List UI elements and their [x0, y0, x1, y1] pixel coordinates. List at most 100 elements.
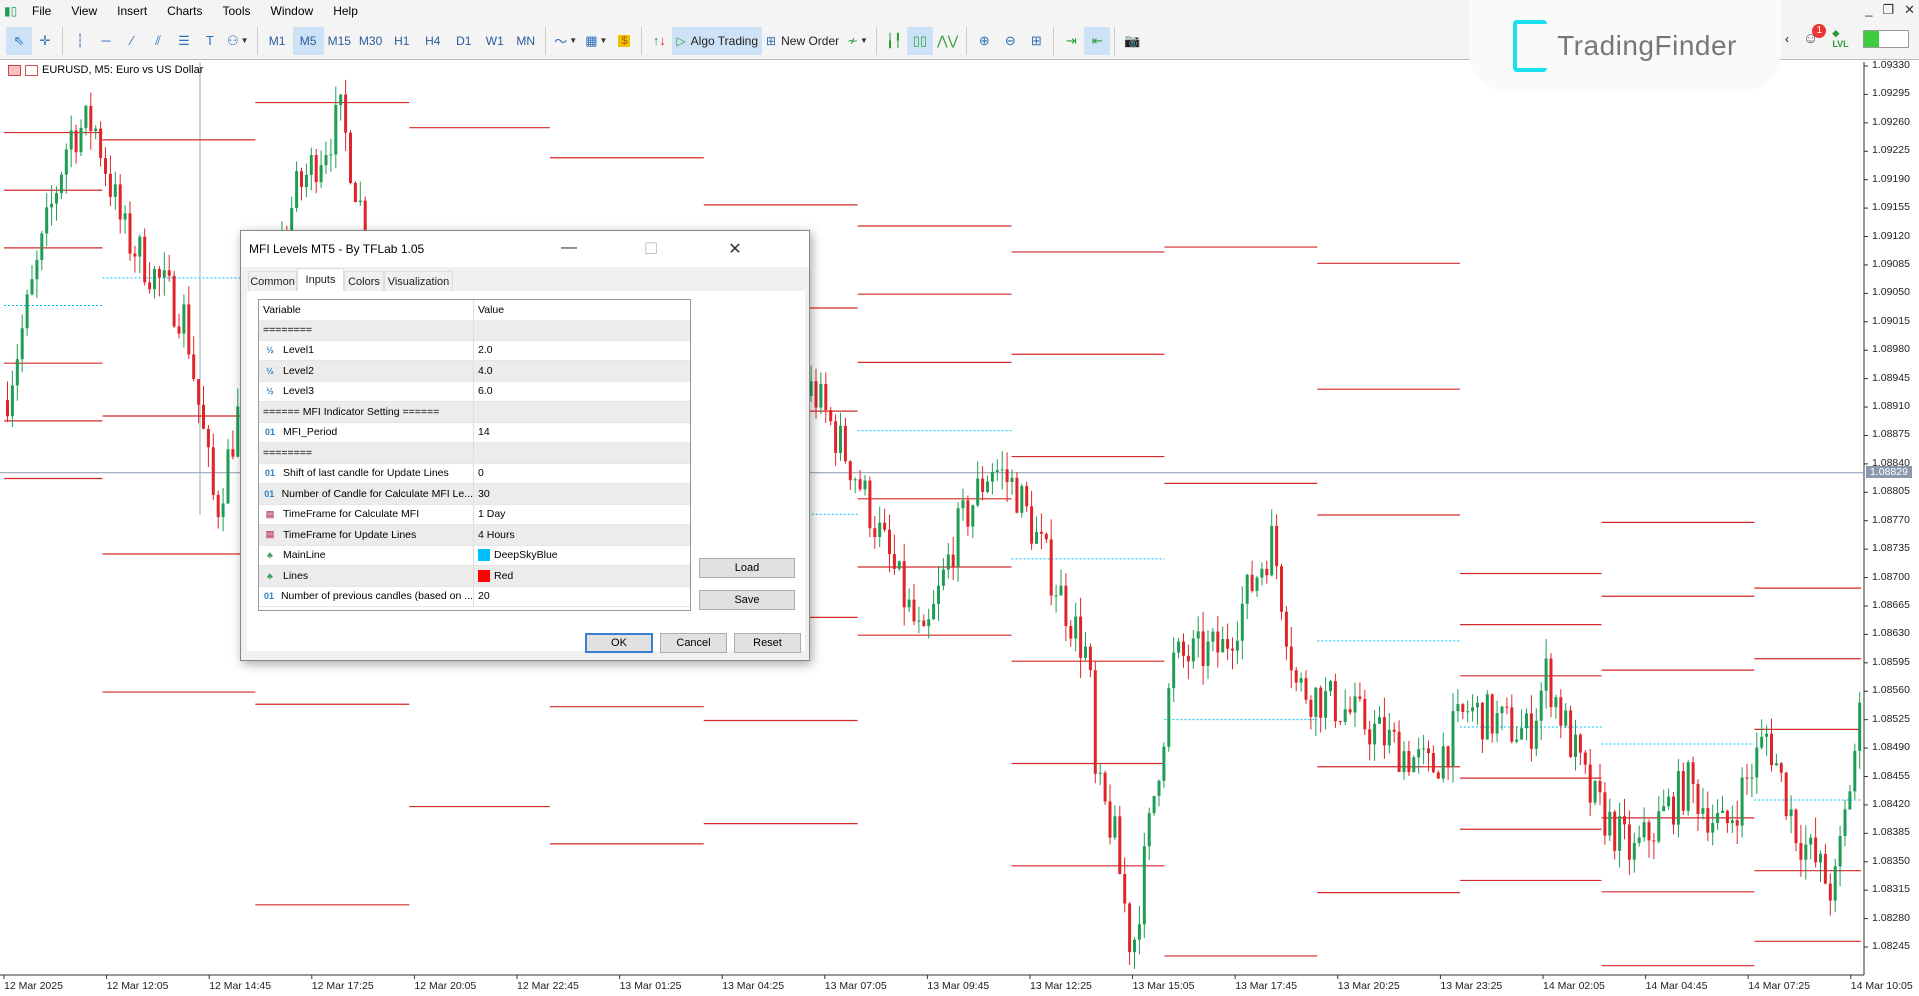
restore-icon[interactable]: ❐: [1882, 2, 1895, 17]
timeframe-h4[interactable]: H4: [425, 33, 441, 48]
timeframe-d1[interactable]: D1: [456, 33, 472, 48]
vertical-line-icon[interactable]: ┆: [76, 32, 84, 48]
timeframe-h1[interactable]: H1: [394, 33, 410, 48]
table-row[interactable]: ♣ Lines Red: [259, 566, 690, 587]
timeframe-m5[interactable]: M5: [292, 26, 324, 55]
table-row[interactable]: ▤ TimeFrame for Update Lines 4 Hours: [259, 525, 690, 546]
signals-icon[interactable]: ≁ ▼: [847, 32, 868, 48]
table-row[interactable]: ========: [259, 443, 690, 464]
load-button[interactable]: Load: [699, 558, 795, 578]
value-cell[interactable]: 6.0: [478, 385, 493, 398]
cancel-button[interactable]: Cancel: [660, 633, 727, 653]
bullish-candle: [1642, 822, 1646, 838]
bullish-candle: [334, 105, 338, 155]
value-cell[interactable]: DeepSkyBlue: [474, 549, 558, 562]
bearish-candle: [187, 304, 191, 355]
bearish-candle: [1505, 706, 1509, 708]
value-cell[interactable]: 4.0: [478, 364, 493, 377]
indicators-icon[interactable]: ▦ ▼: [585, 32, 608, 48]
timeframe-m1[interactable]: M1: [268, 33, 286, 48]
minimize-icon[interactable]: _: [1865, 2, 1873, 17]
table-row[interactable]: 01 MFI_Period 14: [259, 422, 690, 443]
value-cell[interactable]: 20: [478, 590, 490, 603]
lvl-icon[interactable]: ◆ LVL: [1832, 28, 1849, 49]
algo-trading-button[interactable]: ▷ Algo Trading: [672, 26, 763, 55]
table-row[interactable]: ½ Level2 4.0: [259, 361, 690, 382]
palette-icon: ♣: [267, 570, 273, 581]
close-icon[interactable]: ✕: [1904, 2, 1915, 17]
bearish-candle: [1559, 697, 1563, 726]
bar-chart-icon[interactable]: ╽╿: [886, 32, 902, 48]
bearish-candle: [1407, 751, 1411, 773]
chart-type-icon[interactable]: 〜 ▼: [554, 34, 578, 49]
table-row[interactable]: 01 Number of Candle for Calculate MFI Le.…: [259, 484, 690, 505]
fibonacci-icon[interactable]: ☰: [178, 32, 190, 48]
value-cell[interactable]: 1 Day: [478, 508, 506, 521]
value-cell[interactable]: 14: [478, 426, 490, 439]
price-tick-label: 1.08875: [1872, 428, 1910, 441]
reset-button[interactable]: Reset: [734, 633, 801, 653]
menu-view[interactable]: View: [71, 4, 98, 18]
crosshair-icon[interactable]: ✛: [39, 32, 51, 48]
timeframe-m30[interactable]: M30: [358, 33, 383, 48]
line-chart-icon[interactable]: ⋀⋁: [936, 32, 959, 48]
chart-shift-icon[interactable]: ⇤: [1084, 26, 1111, 55]
timeframe-m15[interactable]: M15: [327, 33, 351, 48]
menu-charts[interactable]: Charts: [167, 4, 203, 18]
menu-file[interactable]: File: [32, 4, 52, 18]
table-row[interactable]: ♣ MainLine DeepSkyBlue: [259, 545, 690, 566]
save-button[interactable]: Save: [699, 590, 795, 610]
autoscroll-icon[interactable]: ⇥: [1065, 32, 1077, 48]
timeframe-mn[interactable]: MN: [516, 33, 536, 48]
account-icon[interactable]: ☺ 1: [1803, 24, 1827, 47]
close-icon[interactable]: ✕: [728, 241, 742, 258]
tab-colors[interactable]: Colors: [344, 271, 384, 291]
text-icon[interactable]: T: [206, 33, 214, 48]
table-row[interactable]: ====== MFI Indicator Setting ======: [259, 402, 690, 423]
zoom-in-icon[interactable]: ⊕: [978, 32, 990, 48]
table-row[interactable]: ½ Level1 2.0: [259, 340, 690, 361]
candlestick-icon[interactable]: ▯▯: [906, 26, 933, 55]
menu-insert[interactable]: Insert: [117, 4, 148, 18]
price-tick-label: 1.09015: [1872, 314, 1910, 327]
dollar-icon[interactable]: $: [611, 27, 637, 55]
menu-help[interactable]: Help: [333, 4, 358, 18]
tab-inputs[interactable]: Inputs: [297, 268, 344, 291]
value-cell[interactable]: Red: [474, 569, 513, 582]
bullish-candle: [113, 184, 117, 197]
ok-button[interactable]: OK: [585, 633, 653, 653]
bullish-candle: [1270, 525, 1274, 576]
tab-visualization[interactable]: Visualization: [384, 271, 453, 291]
table-row[interactable]: 01 Shift of last candle for Update Lines 0: [259, 463, 690, 484]
zoom-out-icon[interactable]: ⊖: [1004, 32, 1016, 48]
bullish-candle: [1059, 585, 1063, 596]
tile-windows-icon[interactable]: ⊞: [1030, 32, 1042, 48]
value-cell[interactable]: 2.0: [478, 344, 493, 357]
value-cell[interactable]: 0: [478, 467, 484, 480]
trendline-icon[interactable]: ⁄: [130, 33, 134, 48]
table-row[interactable]: ▤ TimeFrame for Calculate MFI 1 Day: [259, 504, 690, 525]
bullish-candle: [35, 259, 39, 280]
table-row[interactable]: 01 Number of previous candles (based on .…: [259, 586, 690, 607]
channel-icon[interactable]: ⫽: [155, 32, 161, 48]
buy-sell-icon[interactable]: ↑ ↓: [652, 33, 666, 48]
bearish-candle: [157, 268, 161, 278]
logo-text: TradingFinder: [1557, 30, 1737, 61]
value-cell[interactable]: 4 Hours: [478, 528, 515, 541]
timeframe-w1[interactable]: W1: [485, 33, 504, 48]
tab-common[interactable]: Common: [248, 271, 297, 291]
shapes-icon[interactable]: ⚇ ▼: [227, 32, 249, 48]
minimize-icon[interactable]: —: [561, 239, 577, 256]
table-row[interactable]: ½ Level3 6.0: [259, 381, 690, 402]
integer-icon: 01: [264, 427, 275, 438]
menu-window[interactable]: Window: [270, 4, 314, 18]
value-cell[interactable]: 30: [478, 487, 490, 500]
chevron-left-icon[interactable]: ‹: [1785, 31, 1789, 46]
horizontal-line-icon[interactable]: ─: [101, 33, 111, 48]
table-row[interactable]: ========: [259, 320, 690, 341]
screenshot-icon[interactable]: 📷: [1124, 32, 1141, 48]
new-order-button[interactable]: ⊞ New Order: [766, 33, 840, 48]
cursor-icon[interactable]: ⇖: [6, 26, 32, 55]
menu-tools[interactable]: Tools: [222, 4, 251, 18]
price-tick-label: 1.08350: [1872, 854, 1910, 867]
